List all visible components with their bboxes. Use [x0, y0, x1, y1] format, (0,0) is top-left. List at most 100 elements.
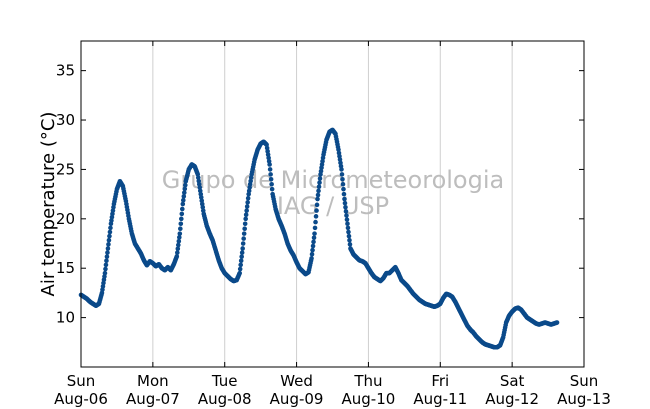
x-tick-day: Thu	[353, 372, 382, 390]
data-point-interp	[343, 209, 349, 214]
data-point-interp	[240, 241, 246, 246]
data-point-interp	[340, 181, 346, 187]
x-tick-date: Aug-08	[198, 390, 252, 408]
y-tick-label: 25	[56, 160, 75, 178]
data-point-interp	[177, 235, 182, 240]
data-point-interp	[269, 181, 274, 187]
x-tick-date: Aug-10	[342, 390, 396, 408]
y-axis-ticks: 10 15 20 25 30 35	[56, 62, 584, 327]
data-point	[240, 246, 245, 251]
data-point-interp	[104, 258, 109, 264]
x-axis-ticks: SunAug-06MonAug-07TueAug-08WedAug-09ThuA…	[54, 41, 611, 408]
data-point-interp	[181, 190, 187, 195]
data-point-interp	[176, 242, 181, 248]
data-point-interp	[104, 254, 110, 259]
data-point-interp	[344, 217, 350, 222]
data-point-interp	[313, 219, 318, 225]
data-point-interp	[317, 180, 322, 185]
data-point-interp	[178, 226, 183, 231]
x-tick-day: Wed	[280, 372, 313, 390]
data-point	[105, 246, 111, 251]
data-point-interp	[182, 182, 188, 188]
data-point-interp	[343, 204, 348, 210]
y-tick-label: 10	[56, 309, 75, 327]
data-point-interp	[340, 177, 345, 182]
data-point-interp	[317, 176, 323, 181]
data-point-interp	[311, 235, 317, 241]
data-points	[78, 127, 560, 350]
data-point-interp	[239, 254, 244, 259]
data-point	[180, 201, 186, 207]
data-point-interp	[312, 225, 318, 231]
data-point-interp	[176, 238, 182, 244]
data-point-interp	[179, 216, 184, 222]
data-point	[345, 221, 350, 227]
data-point-interp	[179, 206, 185, 212]
data-point-interp	[314, 208, 319, 213]
data-point	[177, 231, 183, 236]
data-point	[342, 196, 347, 202]
data-point-interp	[107, 229, 113, 235]
data-point-interp	[313, 214, 319, 219]
data-point-interp	[178, 221, 184, 227]
plot-frame	[80, 40, 585, 368]
data-point-interp	[268, 177, 274, 182]
data-point-interp	[180, 197, 186, 203]
data-point-interp	[309, 251, 315, 257]
x-tick-date: Aug-13	[557, 390, 611, 408]
data-point-interp	[342, 200, 348, 206]
data-point-interp	[244, 208, 249, 213]
data-point-interp	[346, 229, 351, 235]
data-point-interp	[106, 237, 112, 243]
x-tick-day: Fri	[431, 372, 449, 390]
data-point-interp	[315, 192, 321, 198]
data-point	[339, 167, 344, 172]
data-point	[102, 270, 108, 276]
x-tick-date: Aug-09	[270, 390, 324, 408]
data-point-interp	[314, 202, 320, 208]
data-point-interp	[238, 258, 244, 264]
data-point	[315, 196, 320, 202]
data-point-interp	[311, 239, 316, 245]
watermark-line-1: Grupo de Micrometeorologia	[162, 166, 504, 194]
data-point-interp	[103, 266, 108, 272]
x-tick-day: Mon	[137, 372, 169, 390]
data-point-interp	[238, 262, 243, 268]
data-point-interp	[105, 250, 110, 255]
x-tick-date: Aug-07	[126, 390, 180, 408]
data-point	[267, 162, 272, 167]
data-point-interp	[310, 247, 315, 253]
data-point-interp	[245, 200, 250, 205]
data-point-interp	[103, 262, 109, 268]
data-point-interp	[107, 233, 112, 239]
data-point-interp	[237, 266, 243, 272]
data-point-interp	[241, 231, 247, 236]
data-point	[243, 216, 248, 222]
data-point-interp	[347, 242, 353, 247]
x-tick-date: Aug-06	[54, 390, 108, 408]
data-point-interp	[106, 242, 111, 247]
data-point	[309, 256, 314, 261]
data-point-interp	[347, 237, 352, 243]
y-tick-label: 15	[56, 259, 75, 277]
data-point-interp	[182, 186, 188, 192]
data-point-interp	[175, 250, 180, 255]
data-point-interp	[310, 243, 316, 249]
x-tick-day: Tue	[211, 372, 238, 390]
data-point	[174, 254, 180, 259]
data-point-interp	[339, 172, 345, 177]
data-point-interp	[243, 212, 249, 218]
data-point-interp	[242, 226, 247, 231]
y-tick-label: 35	[56, 62, 75, 80]
y-axis-title: Air temperature (°C)	[38, 112, 59, 297]
data-point-interp	[241, 236, 246, 241]
data-point-interp	[268, 172, 273, 177]
y-tick-label: 20	[56, 210, 75, 228]
data-point-interp	[108, 225, 113, 231]
data-point-interp	[316, 188, 321, 194]
data-point-interp	[345, 225, 351, 231]
data-point-interp	[179, 211, 185, 217]
data-point-interp	[316, 184, 322, 190]
watermark: Grupo de Micrometeorologia IAG / USP	[162, 166, 504, 220]
